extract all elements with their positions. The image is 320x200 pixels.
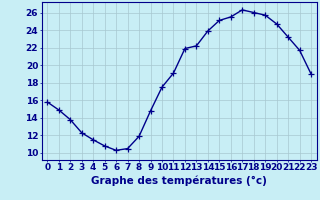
X-axis label: Graphe des températures (°c): Graphe des températures (°c)	[91, 175, 267, 186]
